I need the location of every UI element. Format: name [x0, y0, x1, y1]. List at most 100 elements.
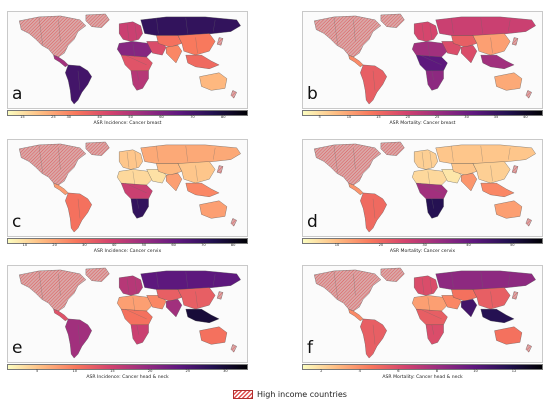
colorbar-tick-label: 30 — [464, 115, 469, 119]
region-africa-north — [117, 41, 153, 58]
country-border — [77, 70, 81, 91]
colorbar-label: ASR Mortality: Cancer head & neck — [382, 375, 463, 380]
country-border — [353, 273, 356, 296]
country-border — [132, 297, 135, 312]
country-border — [185, 271, 188, 288]
colorbar-tick-label: 8 — [435, 369, 439, 373]
world-map: b — [302, 11, 543, 109]
colorbar-tick-label: 25 — [185, 369, 191, 373]
country-border — [185, 17, 188, 34]
country-border — [427, 171, 430, 186]
world-map: f — [302, 265, 543, 363]
region-south-america — [65, 192, 92, 233]
region-south-asia — [461, 45, 478, 64]
country-border — [125, 54, 147, 66]
region-southeast-asia — [185, 308, 220, 323]
region-africa-south — [130, 198, 149, 219]
colorbar-tick-label: 60 — [171, 243, 176, 247]
region-russia — [435, 270, 536, 290]
region-africa-central — [415, 182, 448, 201]
country-border — [134, 23, 137, 40]
country-border — [372, 324, 376, 345]
region-russia — [140, 270, 241, 290]
colorbar-tick-label: 5 — [35, 369, 39, 373]
colorbar-tick-label: 40 — [97, 115, 102, 119]
country-border — [125, 182, 147, 194]
region-europe — [414, 149, 438, 170]
region-africa-central — [415, 308, 448, 327]
map-svg — [314, 141, 536, 233]
world-map: d — [302, 139, 543, 237]
country-border — [508, 19, 511, 32]
region-africa-north — [117, 295, 153, 312]
country-border — [490, 165, 493, 182]
country-border — [195, 37, 198, 54]
colorbar-tick-label: 20 — [405, 115, 411, 119]
region-europe — [119, 275, 143, 296]
colorbar-tick-label: 30 — [223, 369, 228, 373]
country-border — [195, 165, 198, 182]
country-border — [490, 291, 493, 308]
region-south-asia — [461, 299, 478, 318]
country-border — [185, 145, 188, 162]
country-border — [213, 19, 216, 32]
colorbar-label: ASR Incidence: Cancer breast — [93, 121, 162, 126]
map-svg — [19, 141, 241, 233]
region-japan — [216, 37, 224, 46]
region-central-america — [53, 182, 69, 196]
region-russia — [435, 144, 536, 164]
region-south-america — [360, 64, 387, 105]
colorbar-tick-label: 60 — [159, 115, 164, 119]
region-new-zealand — [525, 218, 532, 227]
region-japan — [511, 291, 519, 300]
colorbar-tick-label: 20 — [147, 369, 153, 373]
country-border — [58, 273, 61, 296]
country-border — [451, 145, 454, 162]
country-border — [38, 144, 43, 174]
region-greenland — [380, 267, 405, 282]
region-north-america — [314, 143, 382, 186]
region-new-zealand — [525, 90, 532, 99]
colorbar-tick-label: 40 — [466, 243, 471, 247]
world-map: c — [7, 139, 248, 237]
region-south-asia — [166, 45, 183, 64]
country-border — [77, 198, 81, 219]
country-border — [38, 16, 43, 46]
region-south-asia — [461, 173, 478, 192]
region-central-america — [348, 54, 364, 68]
country-border — [372, 198, 376, 219]
country-border — [421, 277, 425, 294]
region-oceania — [199, 326, 228, 345]
country-border — [213, 147, 216, 160]
country-border — [421, 23, 425, 40]
country-border — [126, 151, 130, 168]
colorbar-label: ASR Incidence: Cancer head & neck — [86, 375, 169, 380]
country-border — [353, 19, 356, 42]
region-new-zealand — [525, 344, 532, 353]
colorbar-tick-label: 15 — [376, 115, 381, 119]
region-africa-central — [120, 54, 153, 73]
colorbar-tick-label: 25 — [434, 115, 440, 119]
colorbar-tick-label: 35 — [493, 115, 499, 119]
colorbar — [7, 238, 248, 244]
country-border — [156, 271, 159, 288]
country-border — [353, 147, 356, 170]
colorbar-tick-label: 40 — [111, 243, 117, 247]
country-border — [132, 43, 135, 58]
region-greenland — [380, 141, 405, 156]
country-border — [136, 198, 139, 209]
region-north-america — [19, 269, 87, 312]
country-border — [421, 151, 425, 168]
region-japan — [511, 165, 519, 174]
region-south-asia — [166, 173, 183, 192]
country-border — [431, 324, 434, 335]
region-africa-central — [415, 54, 448, 73]
region-greenland — [85, 141, 110, 156]
region-south-america — [360, 192, 387, 233]
colorbar-tick-label: 40 — [523, 115, 528, 119]
colorbar-tick-label: 50 — [128, 115, 133, 119]
region-south-america — [65, 318, 92, 359]
region-oceania — [199, 200, 228, 219]
country-border — [508, 147, 511, 160]
region-new-zealand — [230, 344, 237, 353]
